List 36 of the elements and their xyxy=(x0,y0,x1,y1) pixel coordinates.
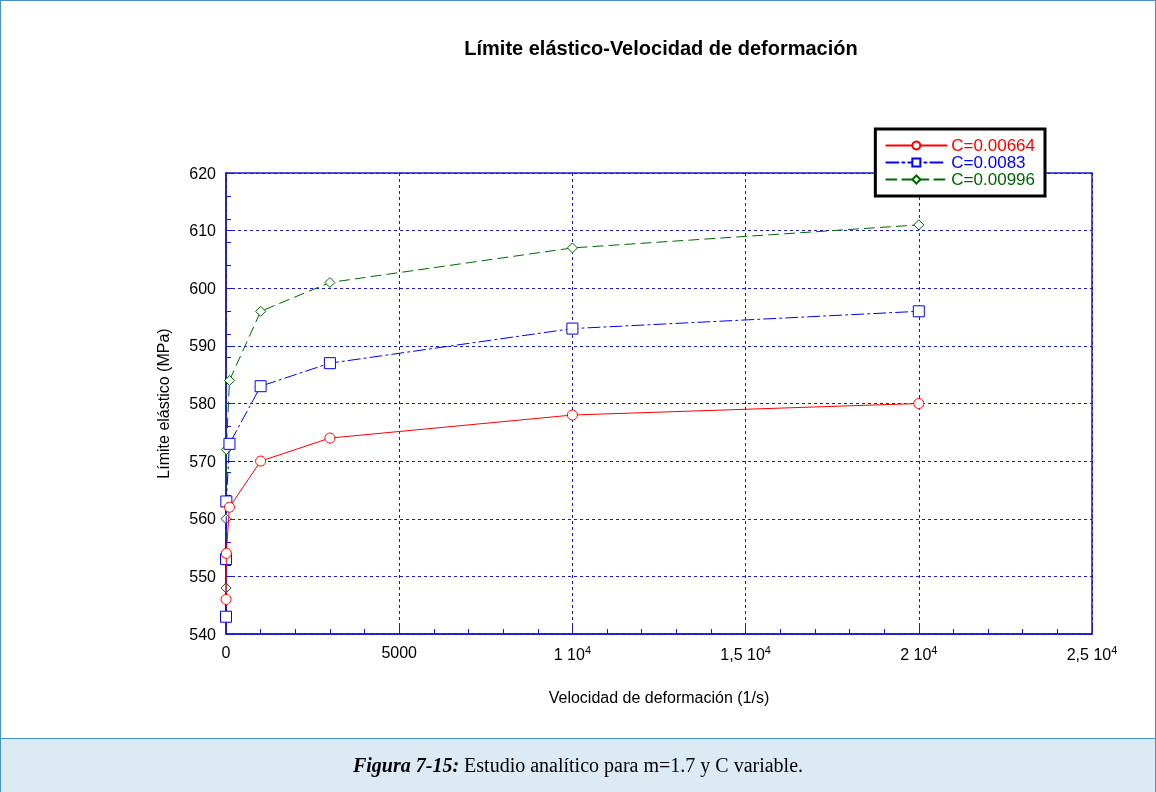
legend-label: C=0.00664 xyxy=(951,136,1035,155)
y-tick-label: 610 xyxy=(189,222,217,240)
y-tick-label: 550 xyxy=(189,567,217,585)
point xyxy=(220,547,232,559)
point xyxy=(324,276,336,288)
point xyxy=(566,242,578,254)
point xyxy=(254,380,267,393)
point xyxy=(323,357,336,370)
point xyxy=(324,432,336,444)
point xyxy=(913,398,925,409)
text: Figura 7-15: Estudio analítico para m=1.7 y C variable. xyxy=(352,754,804,776)
x-tick-label: 0 xyxy=(221,643,231,661)
point xyxy=(912,305,925,318)
point xyxy=(220,593,232,605)
y-tick-label: 570 xyxy=(189,452,217,470)
point xyxy=(566,409,578,421)
y-tick-label: 590 xyxy=(189,337,217,355)
point xyxy=(255,305,267,317)
y-tick-label: 540 xyxy=(189,625,217,643)
point xyxy=(220,610,232,623)
x-tick-label: 5000 xyxy=(381,643,418,661)
legend-label: C=0.00996 xyxy=(951,170,1035,189)
y-tick-label: 580 xyxy=(189,395,217,412)
y-tick-label: 620 xyxy=(189,164,217,182)
point xyxy=(566,322,579,335)
point xyxy=(223,374,235,386)
y-tick-label: 560 xyxy=(189,510,217,528)
point xyxy=(913,219,925,231)
y-axis-title: Límite elástico (MPa) xyxy=(154,328,172,479)
point xyxy=(223,437,236,450)
point xyxy=(223,501,235,513)
y-tick-label: 600 xyxy=(189,279,217,297)
point xyxy=(255,455,267,467)
legend-label: C=0.0083 xyxy=(951,153,1026,172)
x-axis-title: Velocidad de deformación (1/s) xyxy=(548,688,770,706)
chart-title: Límite elástico-Velocidad de deformación xyxy=(464,37,858,59)
